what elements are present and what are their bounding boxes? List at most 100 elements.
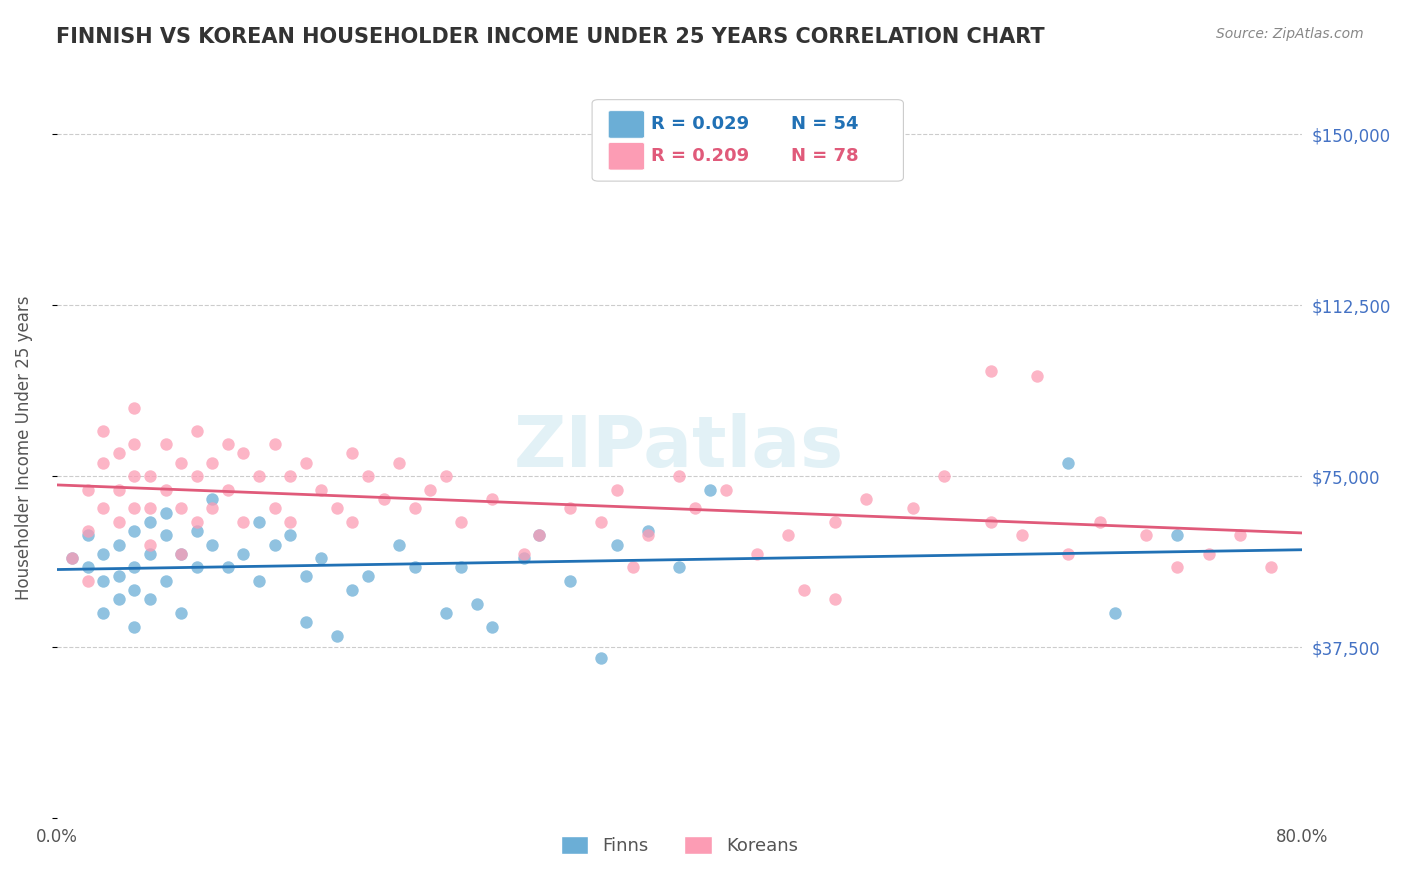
Point [793, 583, 815, 598]
Point [326, 501, 349, 516]
Point [232, 446, 254, 460]
Point [357, 469, 380, 483]
Point [294, 615, 316, 629]
Point [91, 501, 114, 516]
Point [606, 537, 628, 551]
Point [91, 606, 114, 620]
Point [139, 469, 162, 483]
Point [60, 551, 83, 566]
Point [201, 537, 224, 551]
Point [419, 483, 441, 497]
Point [294, 569, 316, 583]
Point [217, 437, 239, 451]
Point [621, 560, 644, 574]
Point [1088, 515, 1111, 529]
Point [465, 597, 488, 611]
Point [309, 551, 332, 566]
Point [60, 551, 83, 566]
Point [342, 515, 364, 529]
Point [404, 501, 426, 516]
Point [450, 560, 472, 574]
Point [155, 483, 177, 497]
Legend: Finns, Koreans: Finns, Koreans [554, 829, 806, 863]
Point [108, 592, 131, 607]
Point [342, 583, 364, 598]
Point [263, 537, 285, 551]
Point [980, 364, 1002, 378]
Point [591, 515, 613, 529]
Point [76, 560, 98, 574]
Point [699, 483, 721, 497]
Point [980, 515, 1002, 529]
FancyBboxPatch shape [609, 143, 644, 170]
Point [668, 560, 690, 574]
Point [824, 515, 846, 529]
Point [404, 560, 426, 574]
Point [278, 469, 301, 483]
Point [124, 437, 146, 451]
Point [294, 456, 316, 470]
Point [217, 483, 239, 497]
Point [91, 547, 114, 561]
Point [76, 574, 98, 588]
Point [124, 619, 146, 633]
Text: ZIPatlas: ZIPatlas [515, 413, 845, 483]
Point [247, 469, 270, 483]
Point [309, 483, 332, 497]
Point [527, 528, 550, 542]
Point [1104, 606, 1126, 620]
Point [186, 469, 208, 483]
Point [637, 528, 659, 542]
Point [1057, 547, 1080, 561]
Point [1260, 560, 1282, 574]
Point [124, 469, 146, 483]
Point [606, 483, 628, 497]
Point [76, 483, 98, 497]
Point [201, 501, 224, 516]
Point [1198, 547, 1220, 561]
Point [186, 560, 208, 574]
Point [668, 469, 690, 483]
Point [124, 401, 146, 415]
Point [745, 547, 768, 561]
Point [170, 606, 193, 620]
Point [434, 606, 457, 620]
Text: R = 0.209: R = 0.209 [651, 147, 749, 165]
Point [512, 551, 534, 566]
Point [139, 547, 162, 561]
Point [247, 574, 270, 588]
Point [778, 528, 800, 542]
Point [139, 501, 162, 516]
Text: Source: ZipAtlas.com: Source: ZipAtlas.com [1216, 27, 1364, 41]
Point [527, 528, 550, 542]
Point [232, 515, 254, 529]
Point [373, 491, 395, 506]
Point [186, 524, 208, 538]
Point [91, 424, 114, 438]
Point [591, 651, 613, 665]
Point [1026, 368, 1049, 383]
Point [170, 501, 193, 516]
Point [388, 537, 411, 551]
Point [278, 515, 301, 529]
Point [91, 574, 114, 588]
Point [388, 456, 411, 470]
Point [76, 528, 98, 542]
Point [637, 524, 659, 538]
Text: N = 78: N = 78 [792, 147, 859, 165]
Point [560, 501, 582, 516]
Point [1166, 528, 1188, 542]
Point [232, 547, 254, 561]
Y-axis label: Householder Income Under 25 years: Householder Income Under 25 years [15, 295, 32, 600]
Point [1057, 456, 1080, 470]
Point [855, 491, 877, 506]
Point [155, 574, 177, 588]
Point [76, 524, 98, 538]
Point [170, 547, 193, 561]
Point [186, 515, 208, 529]
Point [247, 515, 270, 529]
Point [124, 560, 146, 574]
Point [512, 547, 534, 561]
Point [108, 446, 131, 460]
Point [481, 619, 503, 633]
